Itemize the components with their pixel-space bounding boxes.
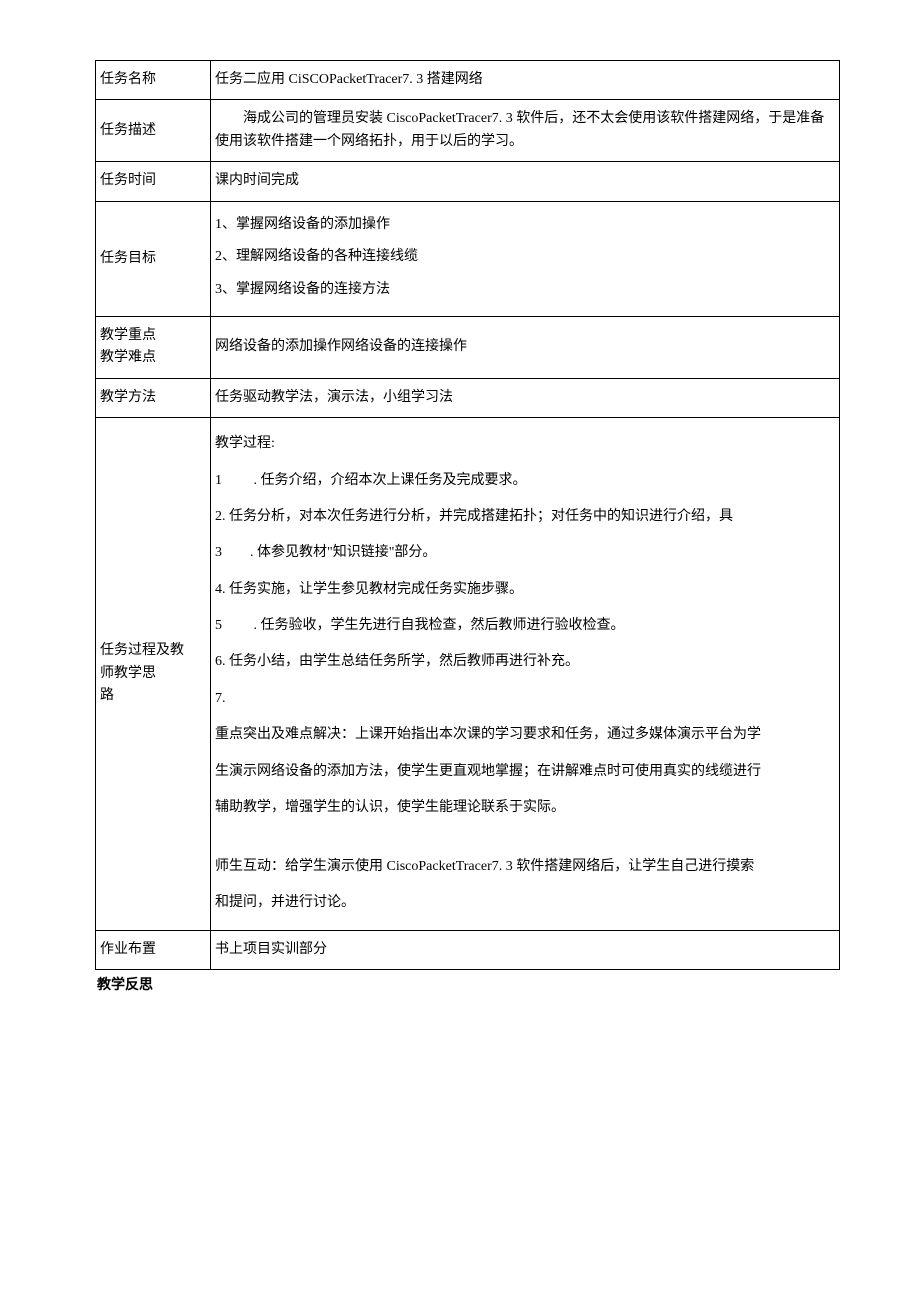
task-goal-label: 任务目标 xyxy=(96,201,211,316)
table-row: 任务名称 任务二应用 CiSCOPacketTracer7. 3 搭建网络 xyxy=(96,61,840,100)
teach-method-content: 任务驱动教学法，演示法，小组学习法 xyxy=(211,378,840,417)
process-label-line: 师教学思 xyxy=(100,663,206,685)
process-label-line: 任务过程及教 xyxy=(100,640,206,662)
process-line: 辅助教学，增强学生的认识，使学生能理论联系于实际。 xyxy=(215,790,835,826)
process-label-line: 路 xyxy=(100,685,206,707)
process-line: 1 . 任务介绍，介绍本次上课任务及完成要求。 xyxy=(215,463,835,499)
goal-item: 2、理解网络设备的各种连接线缆 xyxy=(215,242,835,273)
task-desc-content: 海成公司的管理员安装 CiscoPacketTracer7. 3 软件后，还不太… xyxy=(211,100,840,162)
table-row: 教学重点 教学难点 网络设备的添加操作网络设备的连接操作 xyxy=(96,316,840,378)
table-row: 任务时间 课内时间完成 xyxy=(96,162,840,201)
table-row: 任务描述 海成公司的管理员安装 CiscoPacketTracer7. 3 软件… xyxy=(96,100,840,162)
task-desc-label: 任务描述 xyxy=(96,100,211,162)
homework-label: 作业布置 xyxy=(96,930,211,969)
process-line: 和提问，并进行讨论。 xyxy=(215,885,835,921)
task-time-content: 课内时间完成 xyxy=(211,162,840,201)
teach-method-label: 教学方法 xyxy=(96,378,211,417)
process-line: 重点突出及难点解决：上课开始指出本次课的学习要求和任务，通过多媒体演示平台为学 xyxy=(215,717,835,753)
task-time-label: 任务时间 xyxy=(96,162,211,201)
table-row: 任务过程及教 师教学思 路 教学过程: 1 . 任务介绍，介绍本次上课任务及完成… xyxy=(96,418,840,930)
process-line: 4. 任务实施，让学生参见教材完成任务实施步骤。 xyxy=(215,572,835,608)
lesson-plan-table: 任务名称 任务二应用 CiSCOPacketTracer7. 3 搭建网络 任务… xyxy=(95,60,840,970)
process-line: 生演示网络设备的添加方法，使学生更直观地掌握；在讲解难点时可使用真实的线缆进行 xyxy=(215,754,835,790)
reflection-heading: 教学反思 xyxy=(97,974,840,994)
difficulty-label: 教学难点 xyxy=(100,347,206,369)
table-row: 作业布置 书上项目实训部分 xyxy=(96,930,840,969)
process-content: 教学过程: 1 . 任务介绍，介绍本次上课任务及完成要求。 2. 任务分析，对本… xyxy=(211,418,840,930)
process-line: 7. xyxy=(215,681,835,717)
homework-content: 书上项目实训部分 xyxy=(211,930,840,969)
goal-item: 3、掌握网络设备的连接方法 xyxy=(215,275,835,306)
process-line: 教学过程: xyxy=(215,426,835,462)
process-line: 5 . 任务验收，学生先进行自我检查，然后教师进行验收检查。 xyxy=(215,608,835,644)
process-line: 3 . 体参见教材"知识链接"部分。 xyxy=(215,535,835,571)
task-name-content: 任务二应用 CiSCOPacketTracer7. 3 搭建网络 xyxy=(211,61,840,100)
process-line: 师生互动：给学生演示使用 CiscoPacketTracer7. 3 软件搭建网… xyxy=(215,849,835,885)
task-name-label: 任务名称 xyxy=(96,61,211,100)
spacer xyxy=(215,826,835,848)
focus-label: 教学重点 xyxy=(100,325,206,347)
goal-item: 1、掌握网络设备的添加操作 xyxy=(215,210,835,241)
teach-focus-label: 教学重点 教学难点 xyxy=(96,316,211,378)
process-label: 任务过程及教 师教学思 路 xyxy=(96,418,211,930)
process-line: 2. 任务分析，对本次任务进行分析，并完成搭建拓扑；对任务中的知识进行介绍，具 xyxy=(215,499,835,535)
table-row: 任务目标 1、掌握网络设备的添加操作 2、理解网络设备的各种连接线缆 3、掌握网… xyxy=(96,201,840,316)
process-line: 6. 任务小结，由学生总结任务所学，然后教师再进行补充。 xyxy=(215,644,835,680)
teach-focus-content: 网络设备的添加操作网络设备的连接操作 xyxy=(211,316,840,378)
table-row: 教学方法 任务驱动教学法，演示法，小组学习法 xyxy=(96,378,840,417)
task-goal-content: 1、掌握网络设备的添加操作 2、理解网络设备的各种连接线缆 3、掌握网络设备的连… xyxy=(211,201,840,316)
